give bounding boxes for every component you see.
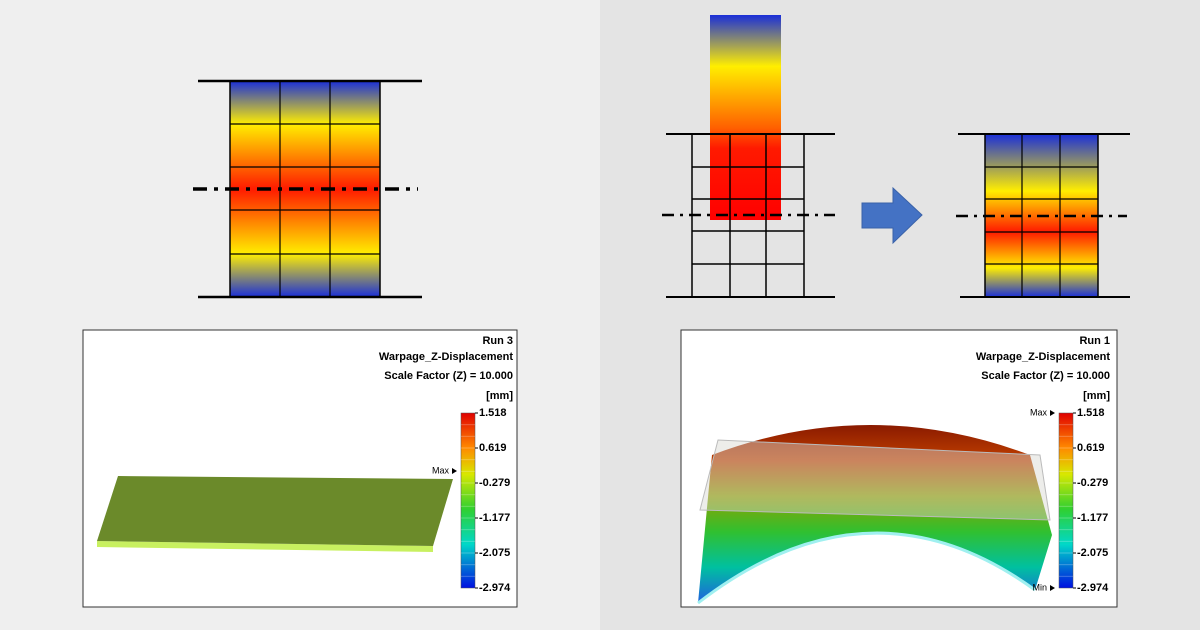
legend-label: 0.619: [1077, 442, 1105, 454]
shape: [198, 79, 422, 299]
shape: [97, 541, 433, 552]
shape: [958, 133, 1130, 298]
legend-label: -1.177: [1077, 512, 1108, 524]
marker-arrow: [1050, 410, 1055, 416]
legend-label: -2.974: [1077, 582, 1109, 594]
run-label: Run 1: [1079, 335, 1110, 347]
shape: [710, 15, 781, 220]
legend-label: -0.279: [1077, 477, 1108, 489]
run-label: Run 3: [482, 335, 513, 347]
result-window: [82, 329, 518, 608]
shape: [861, 186, 923, 245]
right-diagram: [662, 15, 1130, 298]
color-bar: [1058, 412, 1074, 589]
marker-arrow: [1050, 585, 1055, 591]
result-name: Warpage_Z-Displacement: [976, 351, 1110, 363]
shape: [698, 425, 1052, 603]
marker-arrow: [452, 468, 457, 474]
shape: [710, 134, 781, 220]
scale-factor: Scale Factor (Z) = 10.000: [384, 370, 513, 382]
shape: [97, 476, 453, 546]
legend-label: -2.075: [479, 547, 510, 559]
scale-factor: Scale Factor (Z) = 10.000: [981, 370, 1110, 382]
flat-plate: [97, 476, 453, 552]
marker-label: Max: [432, 465, 450, 475]
legend-label: 1.518: [1077, 407, 1105, 419]
warped-plate: [697, 425, 1052, 605]
left-diagram: [193, 79, 422, 299]
shape: [697, 531, 1036, 605]
result-name: Warpage_Z-Displacement: [379, 351, 513, 363]
unit: [mm]: [1083, 390, 1110, 402]
shape: [666, 133, 835, 298]
legend-label: -0.279: [479, 477, 510, 489]
legend-label: -1.177: [479, 512, 510, 524]
marker-label: Max: [1030, 407, 1048, 417]
legend-label: 0.619: [479, 442, 507, 454]
shape: [699, 439, 1051, 521]
color-bar: [460, 412, 476, 589]
legend-label: -2.974: [479, 582, 511, 594]
legend-label: 1.518: [479, 407, 507, 419]
legend-label: -2.075: [1077, 547, 1108, 559]
marker-label: Min: [1032, 582, 1047, 592]
unit: [mm]: [486, 390, 513, 402]
